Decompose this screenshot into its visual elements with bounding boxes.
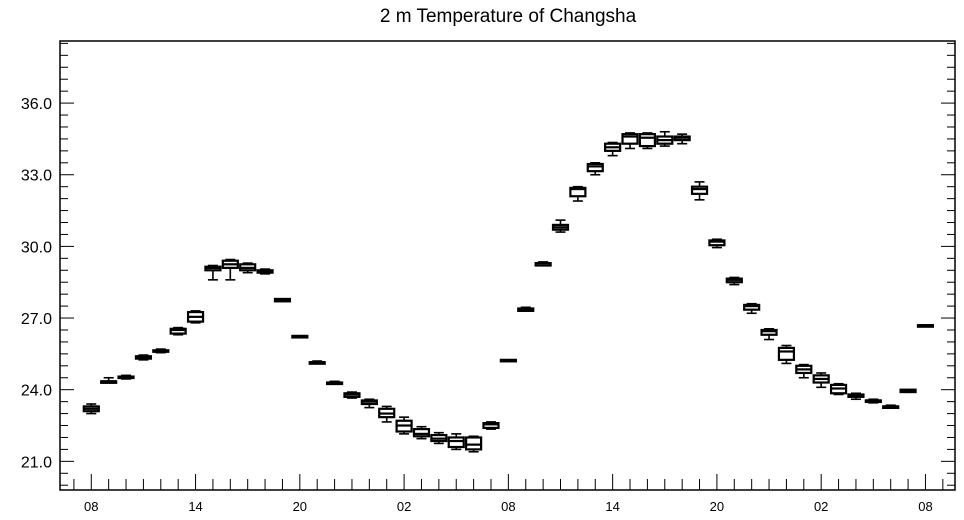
x-tick-label: 08 <box>84 499 98 514</box>
y-tick-label: 24.0 <box>21 383 52 400</box>
y-tick-label: 33.0 <box>21 168 52 185</box>
x-tick-label: 14 <box>605 499 619 514</box>
x-tick-label: 14 <box>188 499 202 514</box>
x-tick-label: 08 <box>501 499 515 514</box>
box-iqr <box>708 239 726 247</box>
x-tick-label: 08 <box>918 499 932 514</box>
box-iqr <box>743 303 761 311</box>
x-tick-label: 20 <box>293 499 307 514</box>
chart-title: 2 m Temperature of Changsha <box>380 6 637 27</box>
x-tick-label: 20 <box>710 499 724 514</box>
box-iqr <box>465 436 483 451</box>
box-iqr <box>638 133 656 148</box>
box-iqr <box>447 436 465 449</box>
y-tick-label: 27.0 <box>21 311 52 328</box>
y-tick-label: 21.0 <box>21 454 52 471</box>
y-tick-label: 30.0 <box>21 239 52 256</box>
box-iqr <box>760 328 778 336</box>
y-tick-label: 36.0 <box>21 96 52 113</box>
box-iqr <box>412 427 431 438</box>
box-iqr <box>777 346 796 361</box>
box-iqr <box>569 186 587 198</box>
box-iqr <box>482 422 500 430</box>
box-iqr <box>621 133 639 145</box>
x-tick-label: 02 <box>397 499 411 514</box>
plot-frame <box>59 40 956 491</box>
box-iqr <box>169 327 187 335</box>
x-tick-label: 02 <box>814 499 828 514</box>
box-iqr <box>586 162 604 173</box>
box-iqr <box>690 185 709 195</box>
plot-area: 21.0 24.0 27.0 30.0 33.0 36.0 08 14 20 02 08 14 20 02… <box>21 40 956 514</box>
